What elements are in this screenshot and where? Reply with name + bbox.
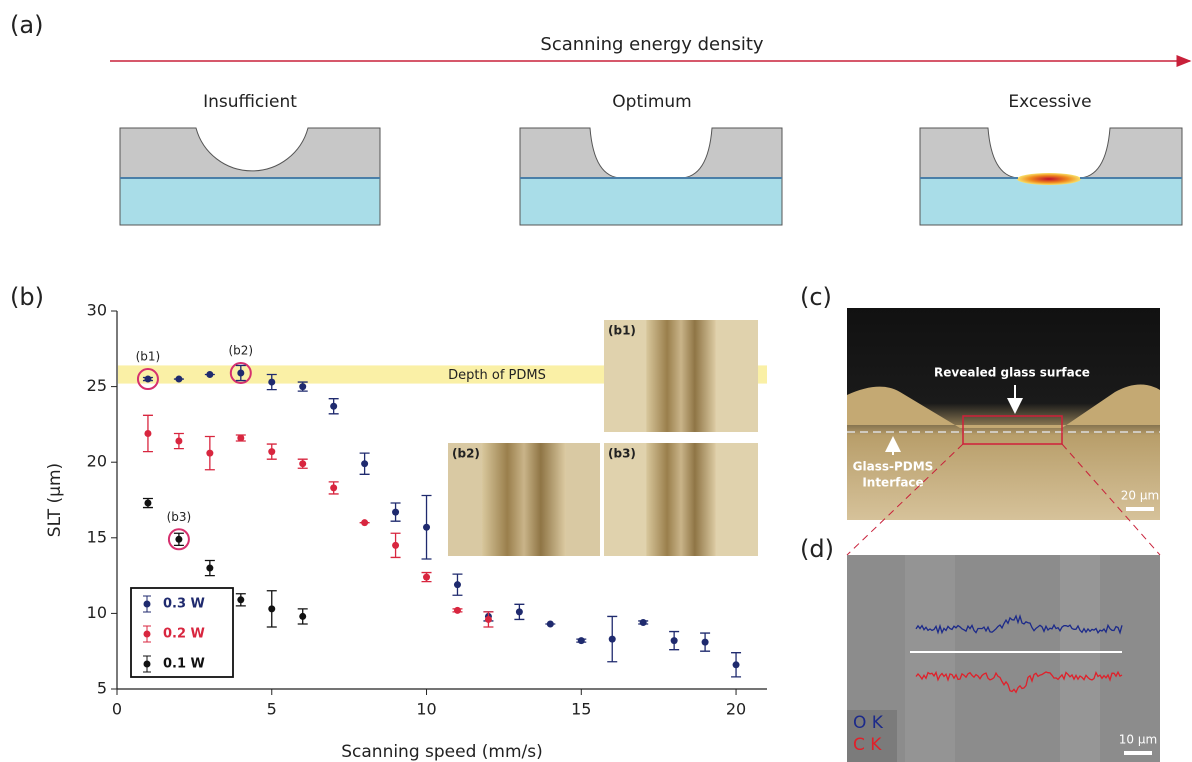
data-point (330, 484, 337, 491)
data-point (547, 620, 554, 627)
x-axis-title: Scanning speed (mm/s) (341, 742, 543, 762)
sem-texture (1060, 555, 1100, 762)
band-label: Depth of PDMS (448, 368, 546, 383)
y-tick-label: 20 (87, 452, 107, 471)
data-point (733, 661, 740, 668)
data-point (454, 607, 461, 614)
stage-label: Optimum (612, 92, 691, 112)
data-point (671, 637, 678, 644)
y-tick-label: 15 (87, 527, 107, 546)
inset-label: (b3) (608, 447, 636, 461)
x-tick-label: 20 (726, 700, 746, 719)
legend-label: 0.1 W (163, 657, 205, 672)
y-tick-label: 5 (97, 679, 107, 698)
legend-icon (144, 631, 151, 638)
data-point (144, 430, 151, 437)
data-point (237, 596, 244, 603)
data-point (485, 616, 492, 623)
data-point (423, 524, 430, 531)
scale-bar (1126, 507, 1154, 511)
data-point (175, 376, 182, 383)
scale-bar (1124, 751, 1152, 755)
y-tick-label: 25 (87, 376, 107, 395)
y-axis-title: SLT (μm) (45, 463, 65, 537)
data-point (206, 565, 213, 572)
axis-title: Scanning energy density (540, 34, 764, 55)
figure: (a) Scanning energy density Insufficient… (0, 0, 1192, 762)
data-point (299, 613, 306, 620)
scale-bar-label: 20 μm (1121, 489, 1159, 503)
annotation: Interface (862, 476, 923, 490)
data-point (516, 608, 523, 615)
x-tick-label: 5 (267, 700, 277, 719)
legend-icon (144, 601, 151, 608)
data-point (268, 605, 275, 612)
element-label: O K (853, 713, 884, 733)
data-point (175, 536, 182, 543)
element-label: C K (853, 735, 882, 755)
legend-label: 0.2 W (163, 627, 205, 642)
inset-label: (b1) (608, 324, 636, 338)
panel-label: (b) (10, 283, 44, 311)
annotation: (b2) (228, 343, 253, 357)
data-point (206, 371, 213, 378)
y-tick-label: 10 (87, 603, 107, 622)
annotation: Glass-PDMS (853, 460, 934, 474)
data-point (330, 403, 337, 410)
x-tick-label: 15 (571, 700, 591, 719)
stage-label: Excessive (1008, 92, 1091, 112)
inset-channel (646, 320, 715, 432)
panel-label: (d) (800, 535, 834, 563)
scale-bar-label: 10 μm (1119, 733, 1157, 747)
data-point (268, 448, 275, 455)
data-point (299, 460, 306, 467)
data-point (268, 379, 275, 386)
annotation: Revealed glass surface (934, 366, 1090, 380)
data-point (361, 519, 368, 526)
panel-label: (c) (800, 283, 832, 311)
inset-label: (b2) (452, 447, 480, 461)
data-point (144, 500, 151, 507)
inset-channel (482, 443, 566, 556)
data-point (702, 639, 709, 646)
sem-texture (905, 555, 955, 762)
data-point (206, 450, 213, 457)
data-point (578, 637, 585, 644)
stage-label: Insufficient (203, 92, 297, 112)
data-point (423, 574, 430, 581)
data-point (175, 438, 182, 445)
data-point (454, 581, 461, 588)
data-point (361, 460, 368, 467)
data-point (299, 383, 306, 390)
data-point (640, 619, 647, 626)
data-point (392, 542, 399, 549)
annotation: (b1) (136, 350, 161, 364)
y-tick-label: 30 (87, 301, 107, 320)
data-point (237, 369, 244, 376)
annotation: (b3) (167, 510, 192, 524)
x-tick-label: 10 (416, 700, 436, 719)
x-tick-label: 0 (112, 700, 122, 719)
data-point (237, 435, 244, 442)
data-point (392, 509, 399, 516)
legend-icon (144, 661, 151, 668)
legend-label: 0.3 W (163, 597, 205, 612)
inset-channel (646, 443, 715, 556)
data-point (144, 376, 151, 383)
schematics (120, 128, 1182, 225)
panel-label: (a) (10, 11, 43, 39)
data-point (609, 636, 616, 643)
